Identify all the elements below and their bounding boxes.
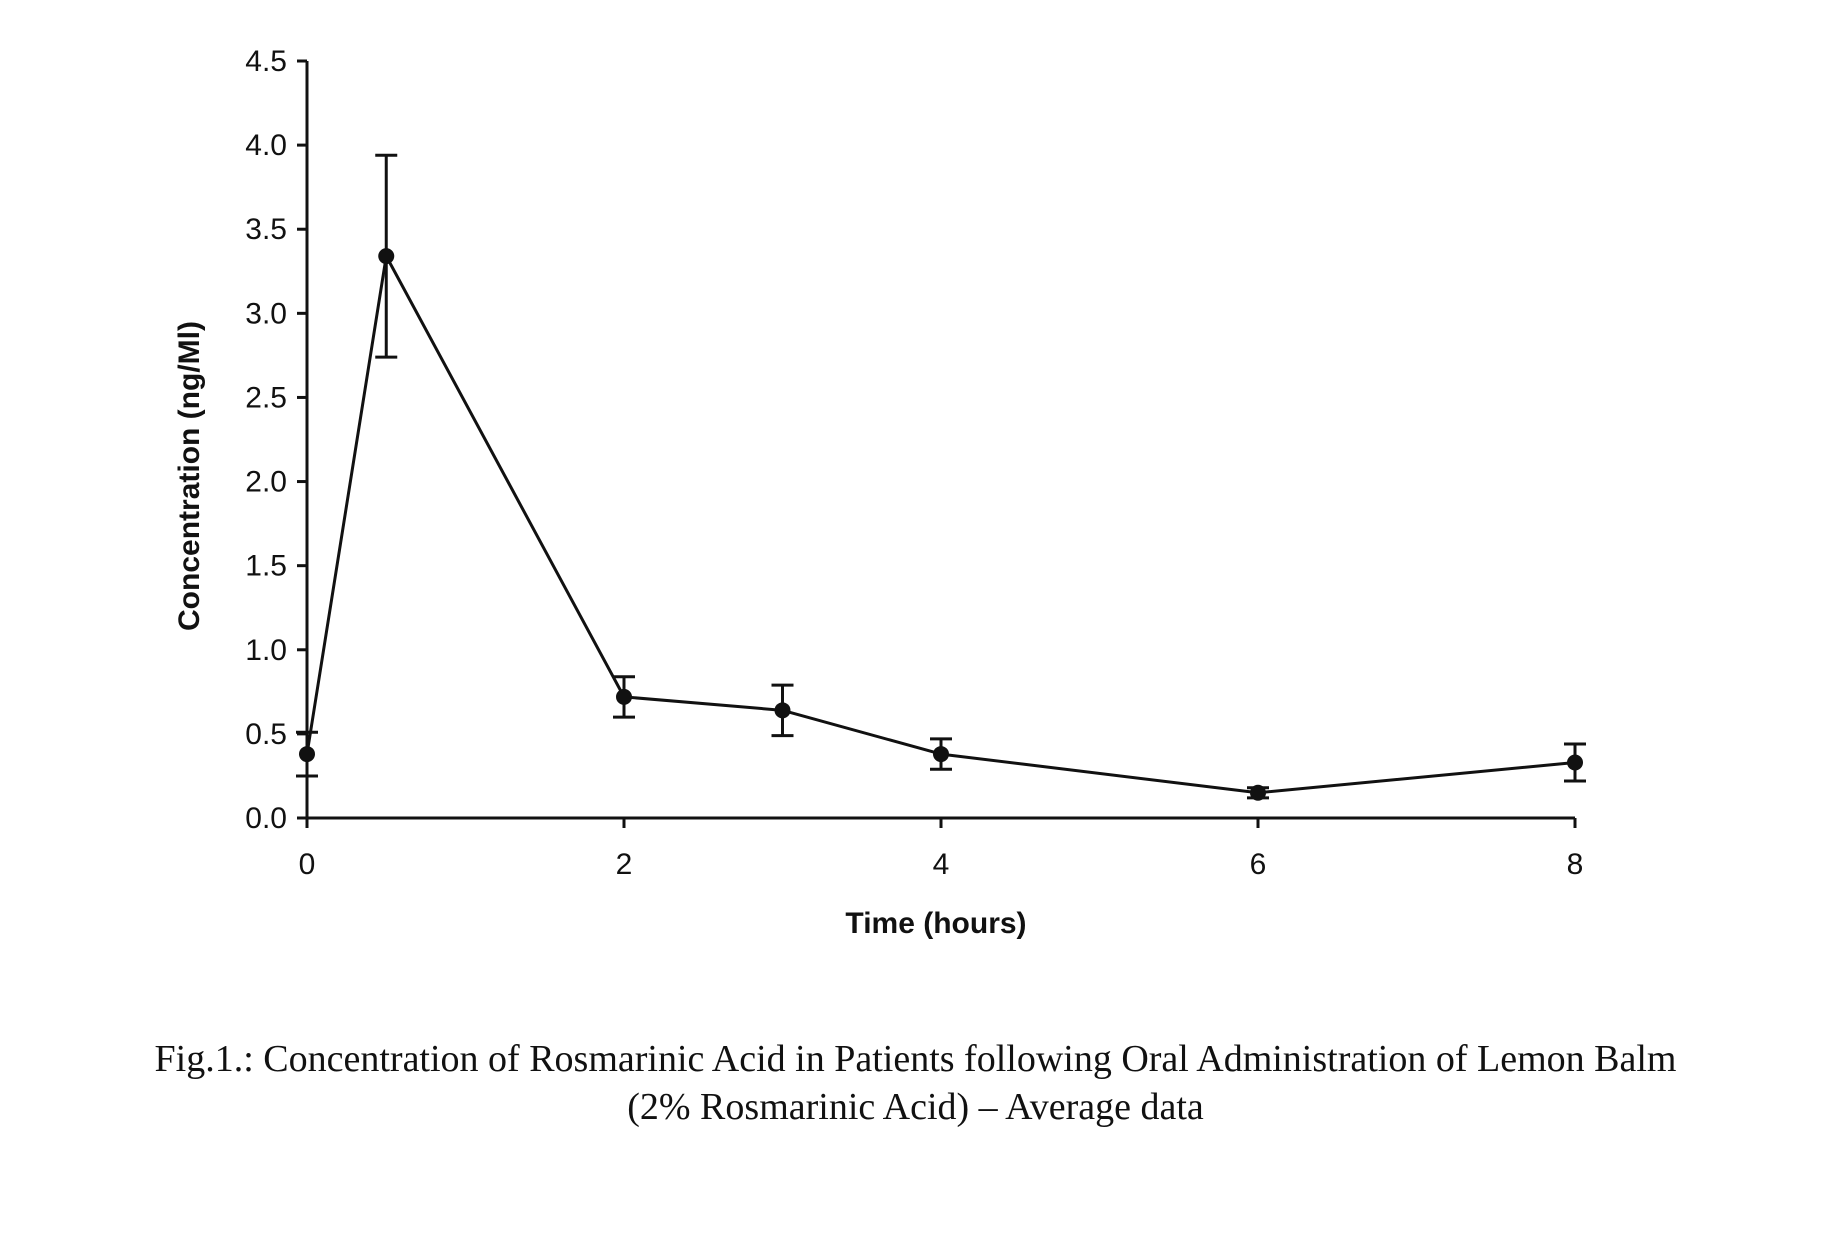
caption-line-2: (2% Rosmarinic Acid) – Average data [0, 1083, 1831, 1131]
y-tick-label: 4.5 [245, 45, 287, 78]
y-tick-label: 2.5 [245, 381, 287, 414]
data-point [933, 746, 949, 762]
y-tick-label: 1.0 [245, 634, 287, 667]
x-tick-labels: 0 2 4 6 8 [299, 848, 1584, 881]
data-point [1567, 754, 1583, 770]
series-line [307, 256, 1575, 793]
y-tick-label: 0.0 [245, 802, 287, 835]
y-tick-label: 1.5 [245, 550, 287, 583]
x-tick-label: 2 [616, 848, 633, 881]
error-bars [296, 155, 1586, 798]
y-tick-label: 4.0 [245, 129, 287, 162]
caption-line-1: Fig.1.: Concentration of Rosmarinic Acid… [0, 1035, 1831, 1083]
x-tick-label: 0 [299, 848, 316, 881]
data-point [378, 248, 394, 264]
x-tick-label: 6 [1250, 848, 1267, 881]
y-tick-label: 3.0 [245, 297, 287, 330]
y-axis-title: Concentration (ng/Ml) [173, 321, 206, 631]
x-axis-title: Time (hours) [845, 907, 1026, 940]
data-point [1250, 785, 1266, 801]
y-tick-labels: 0.0 0.5 1.0 1.5 2.0 2.5 3.0 3.5 4.0 4.5 [245, 45, 287, 835]
y-tick-label: 3.5 [245, 213, 287, 246]
data-point [775, 702, 791, 718]
data-point [616, 689, 632, 705]
data-point [299, 746, 315, 762]
series-line-group [307, 256, 1575, 793]
x-tick-label: 4 [933, 848, 950, 881]
y-tick-label: 0.5 [245, 718, 287, 751]
axes [307, 61, 1575, 818]
y-tick-label: 2.0 [245, 466, 287, 499]
data-points [299, 248, 1583, 801]
figure-caption: Fig.1.: Concentration of Rosmarinic Acid… [0, 1035, 1831, 1131]
x-tick-label: 8 [1567, 848, 1584, 881]
